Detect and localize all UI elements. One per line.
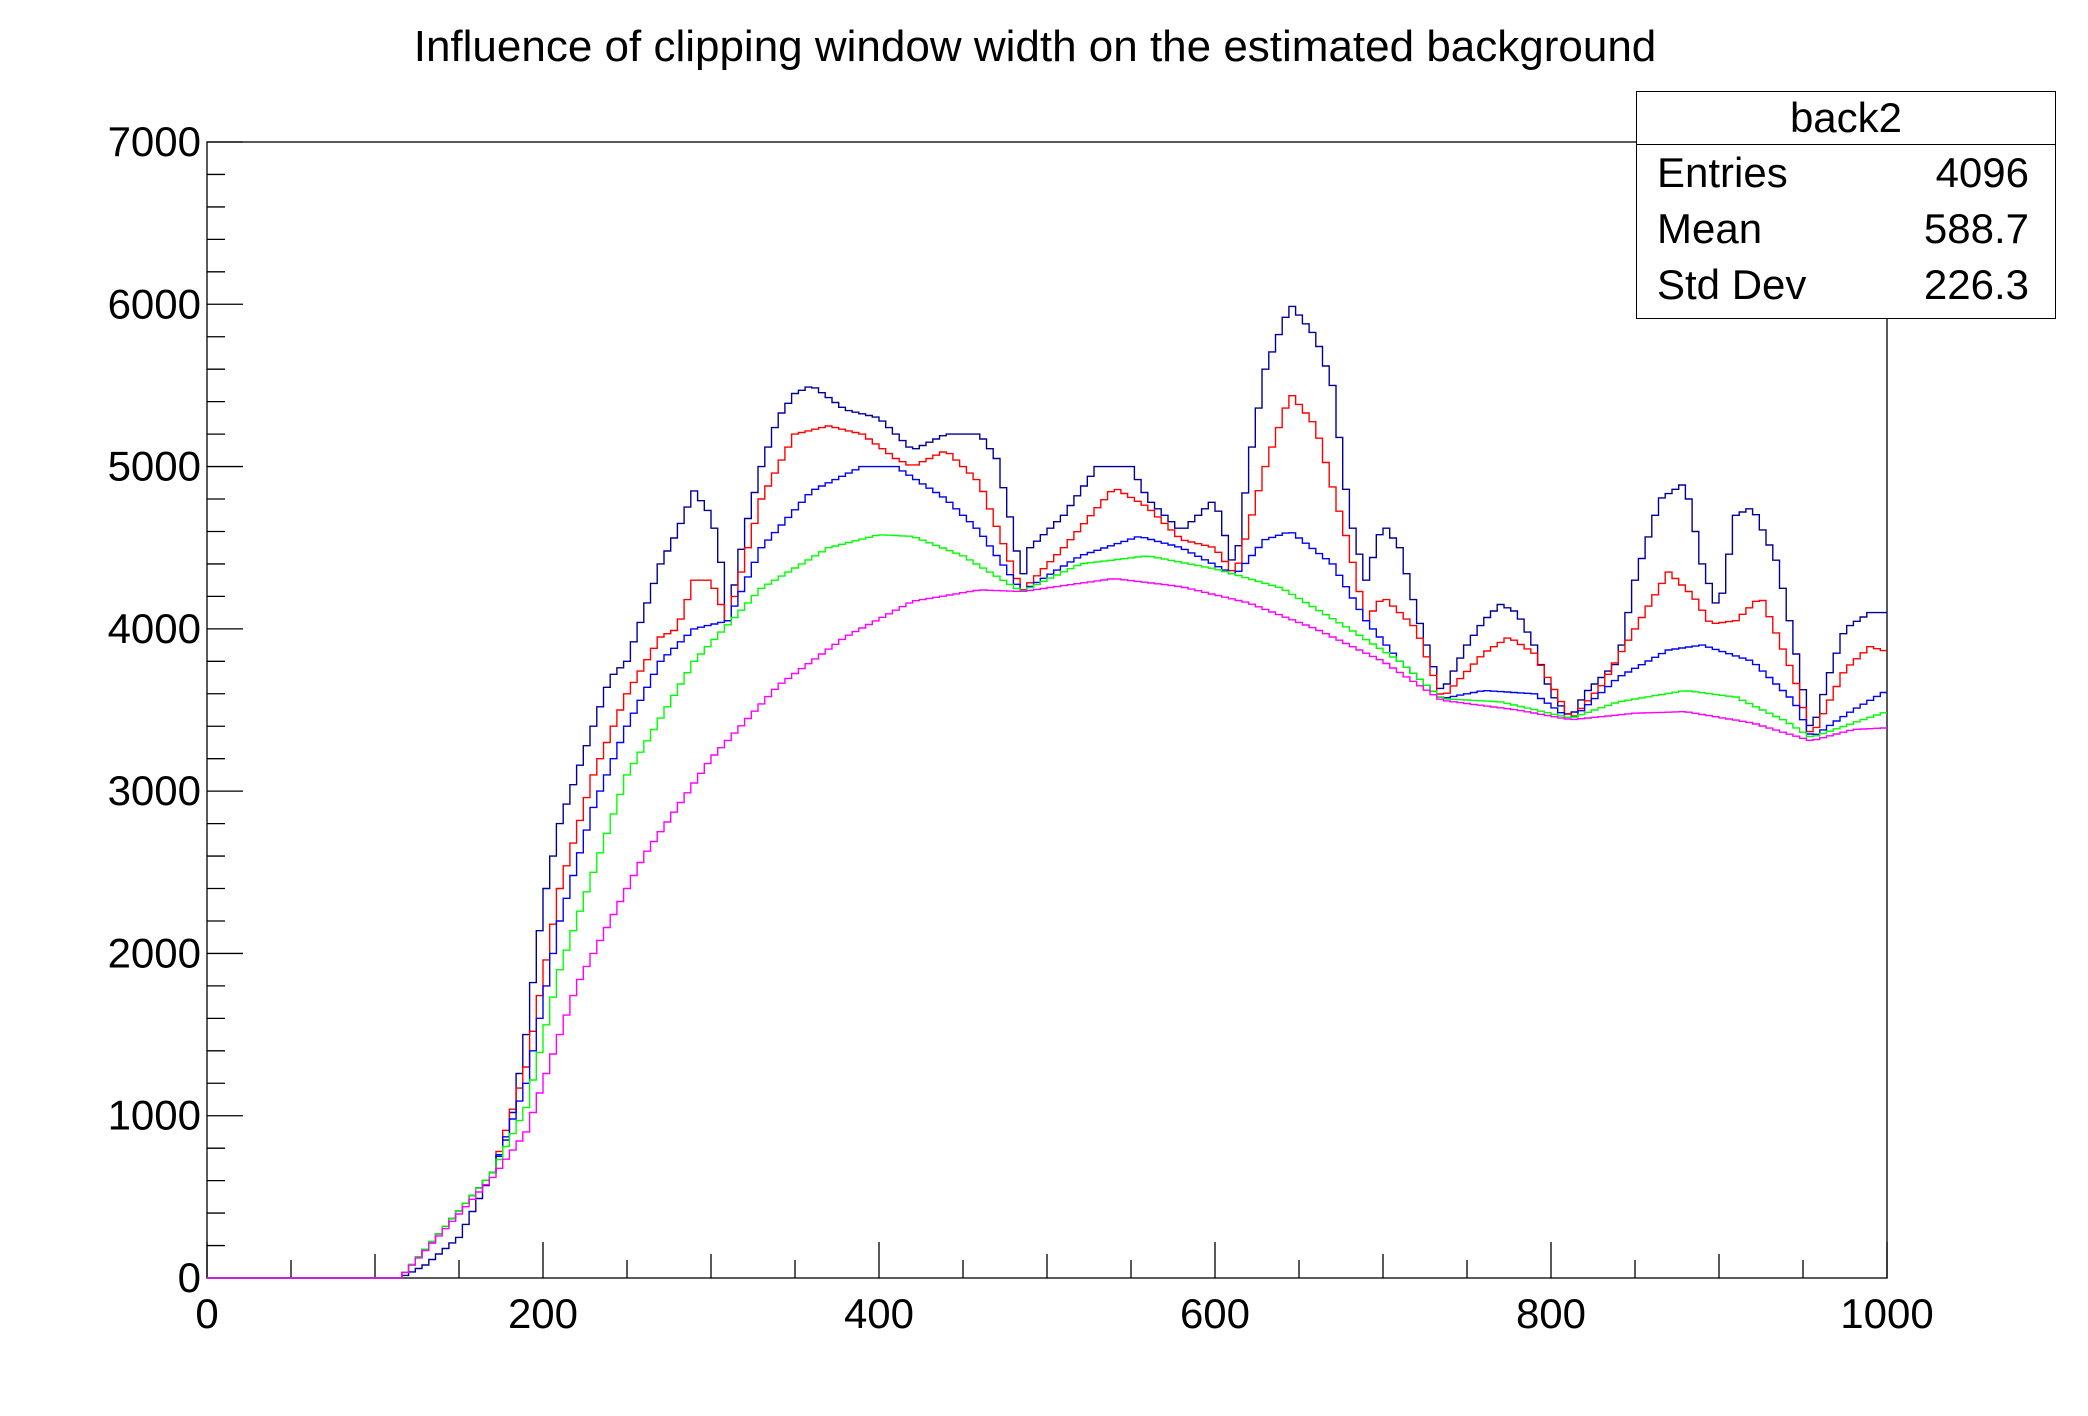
stats-label: Std Dev <box>1657 261 1807 308</box>
stats-row-entries: Entries 4096 <box>1637 145 2055 201</box>
stats-value: 588.7 <box>1923 205 2029 252</box>
x-tick-label: 600 <box>1180 1290 1250 1337</box>
x-tick-label: 800 <box>1516 1290 1586 1337</box>
x-tick-label: 400 <box>844 1290 914 1337</box>
x-tick-label: 200 <box>508 1290 578 1337</box>
stats-label: Mean <box>1657 205 1763 252</box>
y-tick-label: 0 <box>178 1254 201 1301</box>
stats-row-mean: Mean 588.7 <box>1637 201 2055 257</box>
chart-title: Influence of clipping window width on th… <box>413 22 1657 71</box>
stats-box: back2 Entries 4096 Mean 588.7 Std Dev 226.3 <box>1636 91 2056 319</box>
y-tick-label: 7000 <box>108 118 201 165</box>
stats-row-stddev: Std Dev 226.3 <box>1637 257 2055 313</box>
y-tick-label: 3000 <box>108 767 201 814</box>
stats-value: 4096 <box>1935 149 2029 196</box>
series-4-line <box>207 578 1887 1279</box>
y-tick-label: 2000 <box>108 929 201 976</box>
y-tick-label: 4000 <box>108 605 201 652</box>
y-tick-label: 5000 <box>108 443 201 490</box>
series-0-line <box>207 305 1887 1279</box>
x-tick-label: 1000 <box>1840 1290 1933 1337</box>
series-2-line <box>207 465 1887 1279</box>
plot-frame <box>206 141 1888 1279</box>
series-3-line <box>207 534 1887 1279</box>
y-tick-label: 6000 <box>108 280 201 327</box>
stats-histogram-name: back2 <box>1637 92 2055 145</box>
x-tick-label: 0 <box>195 1290 218 1337</box>
y-tick-label: 1000 <box>108 1092 201 1139</box>
series-1-line <box>207 395 1887 1279</box>
stats-label: Entries <box>1657 149 1788 196</box>
stats-value: 226.3 <box>1923 261 2029 308</box>
